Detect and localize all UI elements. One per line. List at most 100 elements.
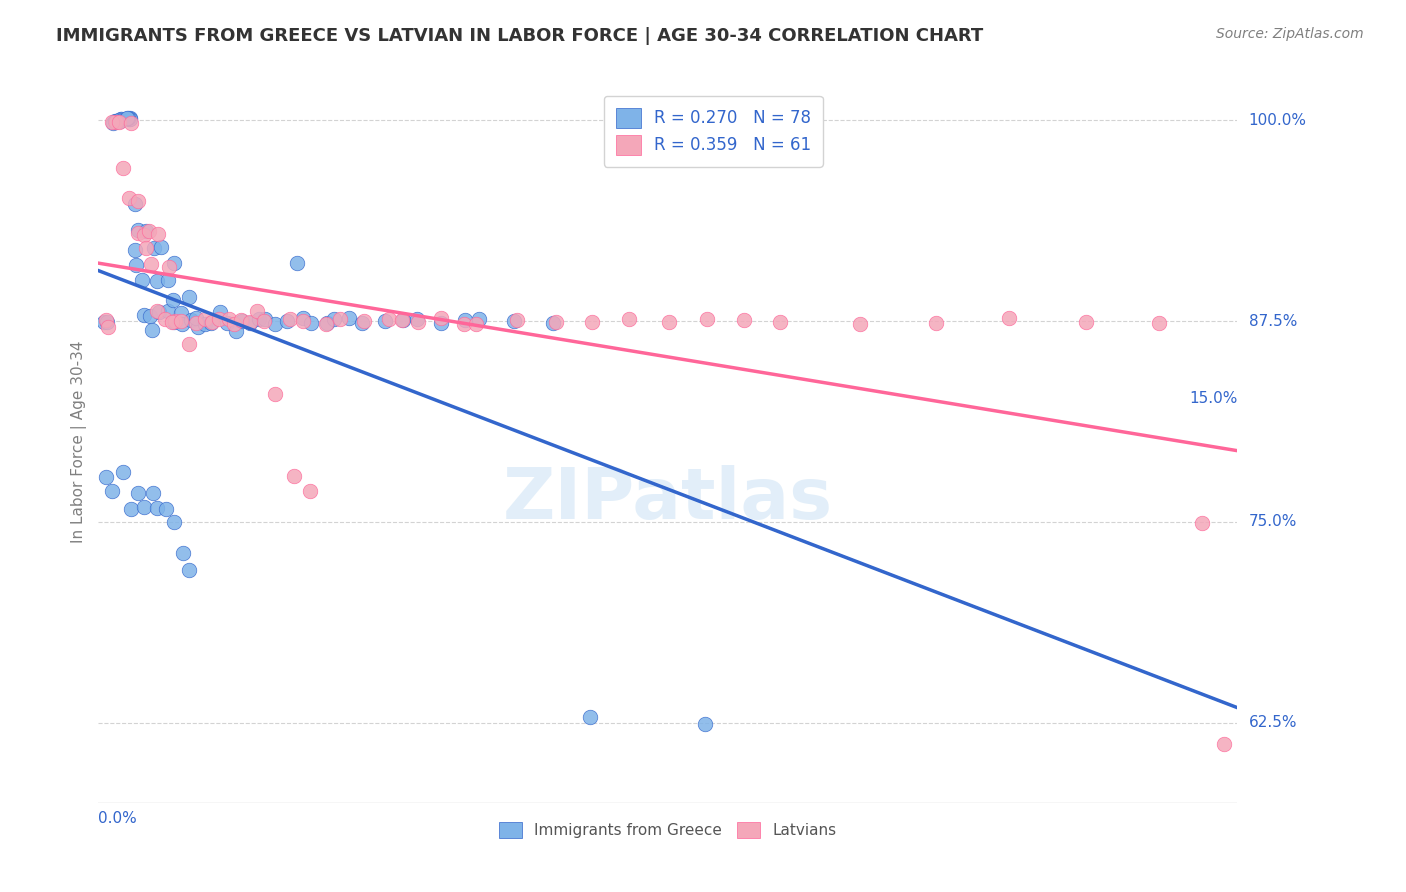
Point: [108, 113, 131, 128]
Point: [264, 386, 287, 401]
Point: [155, 501, 177, 516]
Point: [104, 113, 127, 128]
Point: [124, 196, 146, 211]
Point: [96, 315, 118, 329]
Point: [120, 112, 142, 127]
Point: [131, 272, 153, 286]
Point: [924, 316, 946, 330]
Point: [429, 311, 451, 326]
Point: [544, 315, 567, 329]
Legend: Immigrants from Greece, Latvians: Immigrants from Greece, Latvians: [492, 814, 844, 846]
Point: [97, 320, 120, 334]
Point: [142, 485, 165, 500]
Point: [135, 224, 157, 238]
Text: 15.0%: 15.0%: [1189, 391, 1237, 406]
Text: 0.0%: 0.0%: [98, 811, 138, 826]
Point: [101, 484, 124, 499]
Point: [696, 311, 718, 326]
Point: [124, 244, 146, 258]
Point: [225, 324, 247, 338]
Point: [406, 312, 429, 326]
Point: [120, 116, 142, 130]
Point: [162, 293, 184, 308]
Point: [299, 316, 322, 330]
Point: [406, 315, 429, 329]
Point: [142, 241, 165, 255]
Point: [453, 317, 475, 331]
Point: [693, 716, 716, 731]
Point: [430, 316, 453, 330]
Point: [186, 311, 208, 326]
Point: [1212, 737, 1234, 751]
Point: [141, 323, 163, 337]
Point: [658, 315, 681, 329]
Point: [104, 114, 127, 128]
Point: [468, 312, 491, 326]
Point: [110, 112, 132, 126]
Point: [162, 316, 184, 330]
Point: [96, 469, 118, 483]
Text: 100.0%: 100.0%: [1249, 113, 1306, 128]
Point: [200, 316, 222, 330]
Point: [998, 311, 1021, 326]
Point: [254, 311, 277, 326]
Point: [179, 564, 201, 578]
Text: ZIPatlas: ZIPatlas: [503, 465, 832, 533]
Point: [239, 315, 262, 329]
Point: [163, 315, 186, 329]
Point: [146, 501, 169, 516]
Point: [115, 111, 138, 125]
Point: [163, 515, 186, 529]
Point: [138, 224, 160, 238]
Point: [127, 223, 149, 237]
Point: [111, 161, 134, 175]
Point: [194, 317, 217, 331]
Point: [153, 312, 176, 326]
Point: [135, 241, 157, 255]
Point: [104, 115, 127, 129]
Point: [148, 305, 170, 319]
Point: [134, 309, 156, 323]
Point: [278, 311, 301, 326]
Point: [110, 112, 132, 126]
Point: [1191, 516, 1213, 530]
Point: [170, 314, 193, 328]
Point: [541, 316, 564, 330]
Point: [734, 313, 756, 327]
Point: [117, 112, 139, 126]
Point: [132, 500, 155, 514]
Point: [849, 317, 872, 331]
Point: [179, 337, 201, 351]
Point: [246, 304, 269, 318]
Point: [127, 194, 149, 208]
Point: [146, 304, 169, 318]
Point: [101, 114, 124, 128]
Point: [315, 316, 337, 330]
Point: [156, 304, 179, 318]
Point: [1074, 315, 1097, 329]
Point: [163, 256, 186, 270]
Point: [579, 710, 602, 724]
Point: [378, 311, 401, 326]
Point: [120, 501, 142, 516]
Point: [180, 313, 202, 327]
Point: [108, 113, 131, 128]
Point: [112, 465, 135, 479]
Point: [264, 317, 287, 331]
Point: [337, 311, 360, 326]
Point: [391, 313, 413, 327]
Point: [170, 306, 193, 320]
Point: [581, 315, 603, 329]
Point: [157, 260, 180, 275]
Point: [96, 313, 118, 327]
Point: [215, 317, 238, 331]
Point: [187, 320, 209, 334]
Point: [454, 313, 477, 327]
Point: [170, 317, 193, 331]
Point: [239, 316, 262, 330]
Point: [156, 272, 179, 286]
Point: [329, 312, 352, 326]
Point: [506, 312, 529, 326]
Point: [231, 313, 253, 327]
Point: [146, 227, 169, 242]
